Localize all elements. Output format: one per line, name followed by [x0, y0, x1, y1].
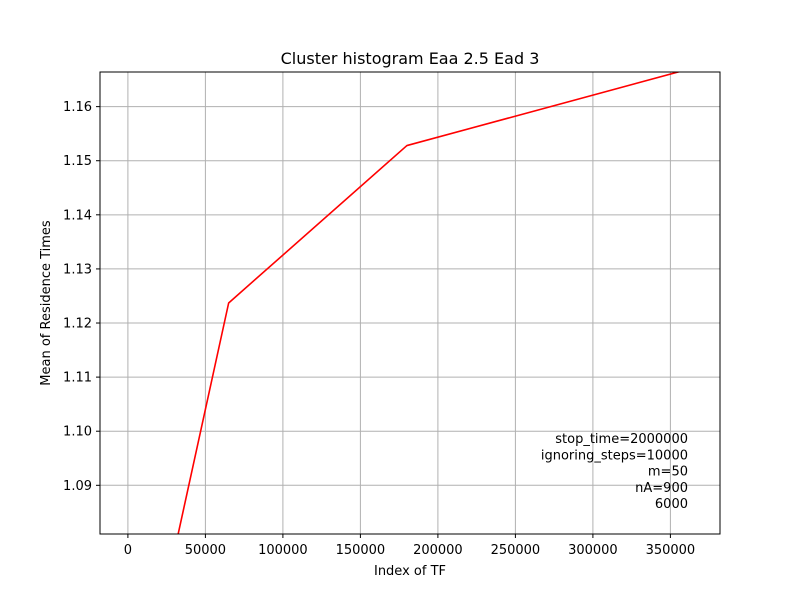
chart-title: Cluster histogram Eaa 2.5 Ead 3 [281, 49, 540, 68]
x-tick-label: 200000 [413, 543, 463, 558]
annotation-line: ignoring_steps=10000 [541, 448, 688, 463]
x-tick-label: 0 [124, 543, 132, 558]
x-tick-label: 300000 [568, 543, 618, 558]
y-tick-label: 1.13 [63, 262, 92, 277]
annotation-line: nA=900 [635, 481, 688, 496]
y-tick-label: 1.09 [63, 479, 92, 494]
x-tick-label: 250000 [491, 543, 541, 558]
y-tick-label: 1.14 [63, 208, 92, 223]
y-tick-label: 1.12 [63, 317, 92, 332]
plot-frame [99, 71, 721, 535]
series-layer [177, 72, 682, 534]
x-axis-label: Index of TF [374, 564, 446, 579]
x-tick-label: 100000 [258, 543, 308, 558]
y-tick-label: 1.16 [63, 100, 92, 115]
annotation-line: stop_time=2000000 [555, 432, 688, 447]
x-tick-label: 350000 [646, 543, 696, 558]
x-tick-label: 50000 [185, 543, 226, 558]
ticks: 0 50000 100000 150000 200000 250000 300000 3500… [63, 100, 695, 558]
y-tick-label: 1.11 [63, 371, 92, 386]
series-line [177, 72, 682, 534]
annotation-line: m=50 [648, 465, 688, 480]
y-tick-label: 1.15 [63, 154, 92, 169]
x-tick-label: 150000 [336, 543, 386, 558]
y-tick-label: 1.10 [63, 425, 92, 440]
annotation-line: 6000 [655, 497, 688, 512]
y-axis-label: Mean of Residence Times [39, 220, 54, 386]
grid [100, 72, 720, 534]
